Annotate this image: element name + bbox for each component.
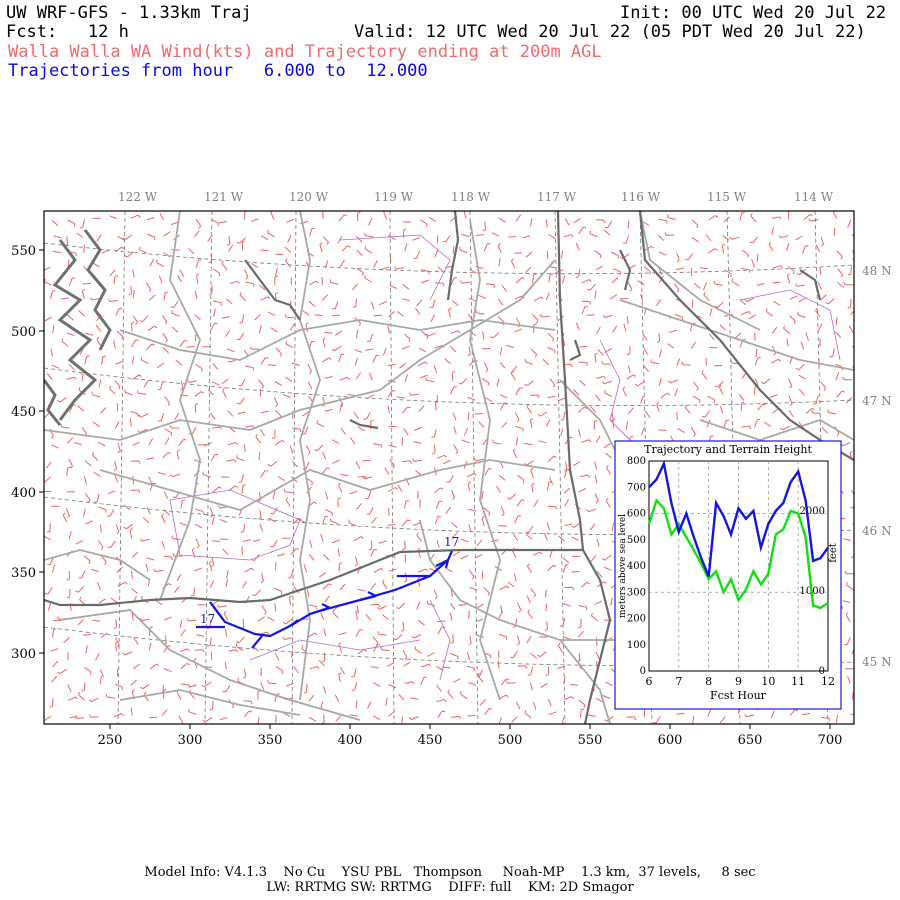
- x-tick-label: 700: [818, 733, 843, 748]
- lon-label: 114 W: [794, 190, 834, 204]
- inset-title: Trajectory and Terrain Height: [644, 443, 812, 456]
- init-time: Init: 00 UTC Wed 20 Jul 22: [620, 3, 887, 23]
- y-tick-label: 300: [11, 647, 36, 662]
- inset-y-tick-label: 800: [627, 456, 646, 467]
- longitude-labels: 122 W 121 W 120 W 119 W 118 W 117 W 116 …: [118, 190, 834, 204]
- inset-x-tick-label: 11: [791, 675, 805, 688]
- inset-series: [647, 459, 829, 610]
- series-line-terrain: [647, 498, 829, 610]
- inset-feet-tick-label: 2000: [800, 506, 825, 517]
- puget-sound-coast: [44, 229, 112, 426]
- model-info-line2: LW: RRTMG SW: RRTMG DIFF: full KM: 2D Sm…: [266, 880, 634, 895]
- grid-y-tick-labels: 550 500 450 400 350 300: [11, 244, 36, 662]
- inset-x-tick-label: 9: [735, 675, 742, 688]
- inset-y-tick-label: 0: [640, 666, 646, 677]
- lon-label: 119 W: [374, 190, 414, 204]
- x-tick-label: 350: [258, 733, 283, 748]
- x-tick-label: 550: [578, 733, 603, 748]
- county-lines: [169, 234, 841, 681]
- latitude-labels: 48 N 47 N 46 N 45 N: [862, 264, 892, 669]
- lon-label: 115 W: [707, 190, 747, 204]
- lat-label: 47 N: [862, 394, 892, 408]
- x-tick-label: 600: [658, 733, 683, 748]
- lon-label: 116 W: [621, 190, 661, 204]
- x-tick-label: 400: [338, 733, 363, 748]
- inset-x-ticks: 6 7 8 9 10 11 12: [646, 675, 836, 688]
- x-tick-label: 250: [98, 733, 123, 748]
- lat-label: 46 N: [862, 524, 892, 538]
- inset-y-tick-label: 400: [627, 561, 646, 572]
- map-frame: [43, 210, 855, 725]
- x-tick-label: 500: [498, 733, 523, 748]
- inset-y-tick-label: 200: [627, 614, 646, 625]
- grid-x-tick-labels: 250 300 350 400 450 500 550 600 650 700: [98, 733, 843, 748]
- series-line-trajectory: [648, 459, 829, 577]
- lon-label: 120 W: [289, 190, 329, 204]
- inset-xlabel: Fcst Hour: [710, 689, 767, 702]
- inset-frame: [614, 440, 842, 710]
- forecast-hour: Fcst: 12 h: [6, 22, 129, 42]
- model-info-line1: Model Info: V4.1.3 No Cu YSU PBL Thompso…: [144, 865, 756, 880]
- trajectory-path: [196, 550, 454, 649]
- inset-y-ticks: 0 100 200 300 400 500 600 700 800: [627, 456, 646, 677]
- x-tick-label: 650: [738, 733, 763, 748]
- inset-y-tick-label: 600: [627, 509, 646, 520]
- road-network: [44, 211, 854, 724]
- trajectory-start-label: 17: [200, 612, 215, 626]
- terrain-inset-chart: Trajectory and Terrain Height 6 7 8 9 10 11 12…: [614, 440, 842, 710]
- inset-y-tick-label: 700: [627, 482, 646, 493]
- inset-x-tick-label: 6: [646, 675, 653, 688]
- lon-label: 121 W: [204, 190, 244, 204]
- y-tick-label: 400: [11, 486, 36, 501]
- inset-ylabel-right: feet: [828, 543, 839, 563]
- model-title: UW WRF-GFS - 1.33km Traj: [6, 3, 252, 23]
- lat-lon-grid: [44, 211, 854, 724]
- map-subtitle: Walla Walla WA Wind(kts) and Trajectory …: [8, 42, 602, 62]
- y-tick-label: 500: [11, 325, 36, 340]
- inset-x-tick-label: 7: [675, 675, 682, 688]
- x-tick-label: 300: [178, 733, 203, 748]
- y-tick-label: 450: [11, 405, 36, 420]
- x-tick-label: 450: [418, 733, 443, 748]
- map-frame-ticks: [39, 249, 831, 729]
- inset-y-tick-label: 500: [627, 535, 646, 546]
- trajectory-range: Trajectories from hour 6.000 to 12.000: [8, 61, 428, 81]
- inset-y-tick-label: 300: [627, 587, 646, 598]
- lat-label: 48 N: [862, 264, 892, 278]
- inset-ylabel-left: meters above sea level: [618, 514, 628, 618]
- valid-time: Valid: 12 UTC Wed 20 Jul 22 (05 PDT Wed …: [354, 22, 866, 42]
- inset-y-tick-label: 100: [627, 640, 646, 651]
- inset-x-tick-label: 8: [705, 675, 712, 688]
- trajectory-end-label: 17: [444, 535, 459, 549]
- inset-x-tick-label: 10: [761, 675, 775, 688]
- lat-label: 45 N: [862, 655, 892, 669]
- inset-x-tick-label: 12: [821, 675, 835, 688]
- inset-feet-tick-label: 0: [819, 666, 825, 677]
- lon-label: 122 W: [118, 190, 158, 204]
- lon-label: 118 W: [451, 190, 491, 204]
- y-tick-label: 350: [11, 566, 36, 581]
- lon-label: 117 W: [537, 190, 577, 204]
- y-tick-label: 550: [11, 244, 36, 259]
- state-boundaries: [44, 211, 854, 724]
